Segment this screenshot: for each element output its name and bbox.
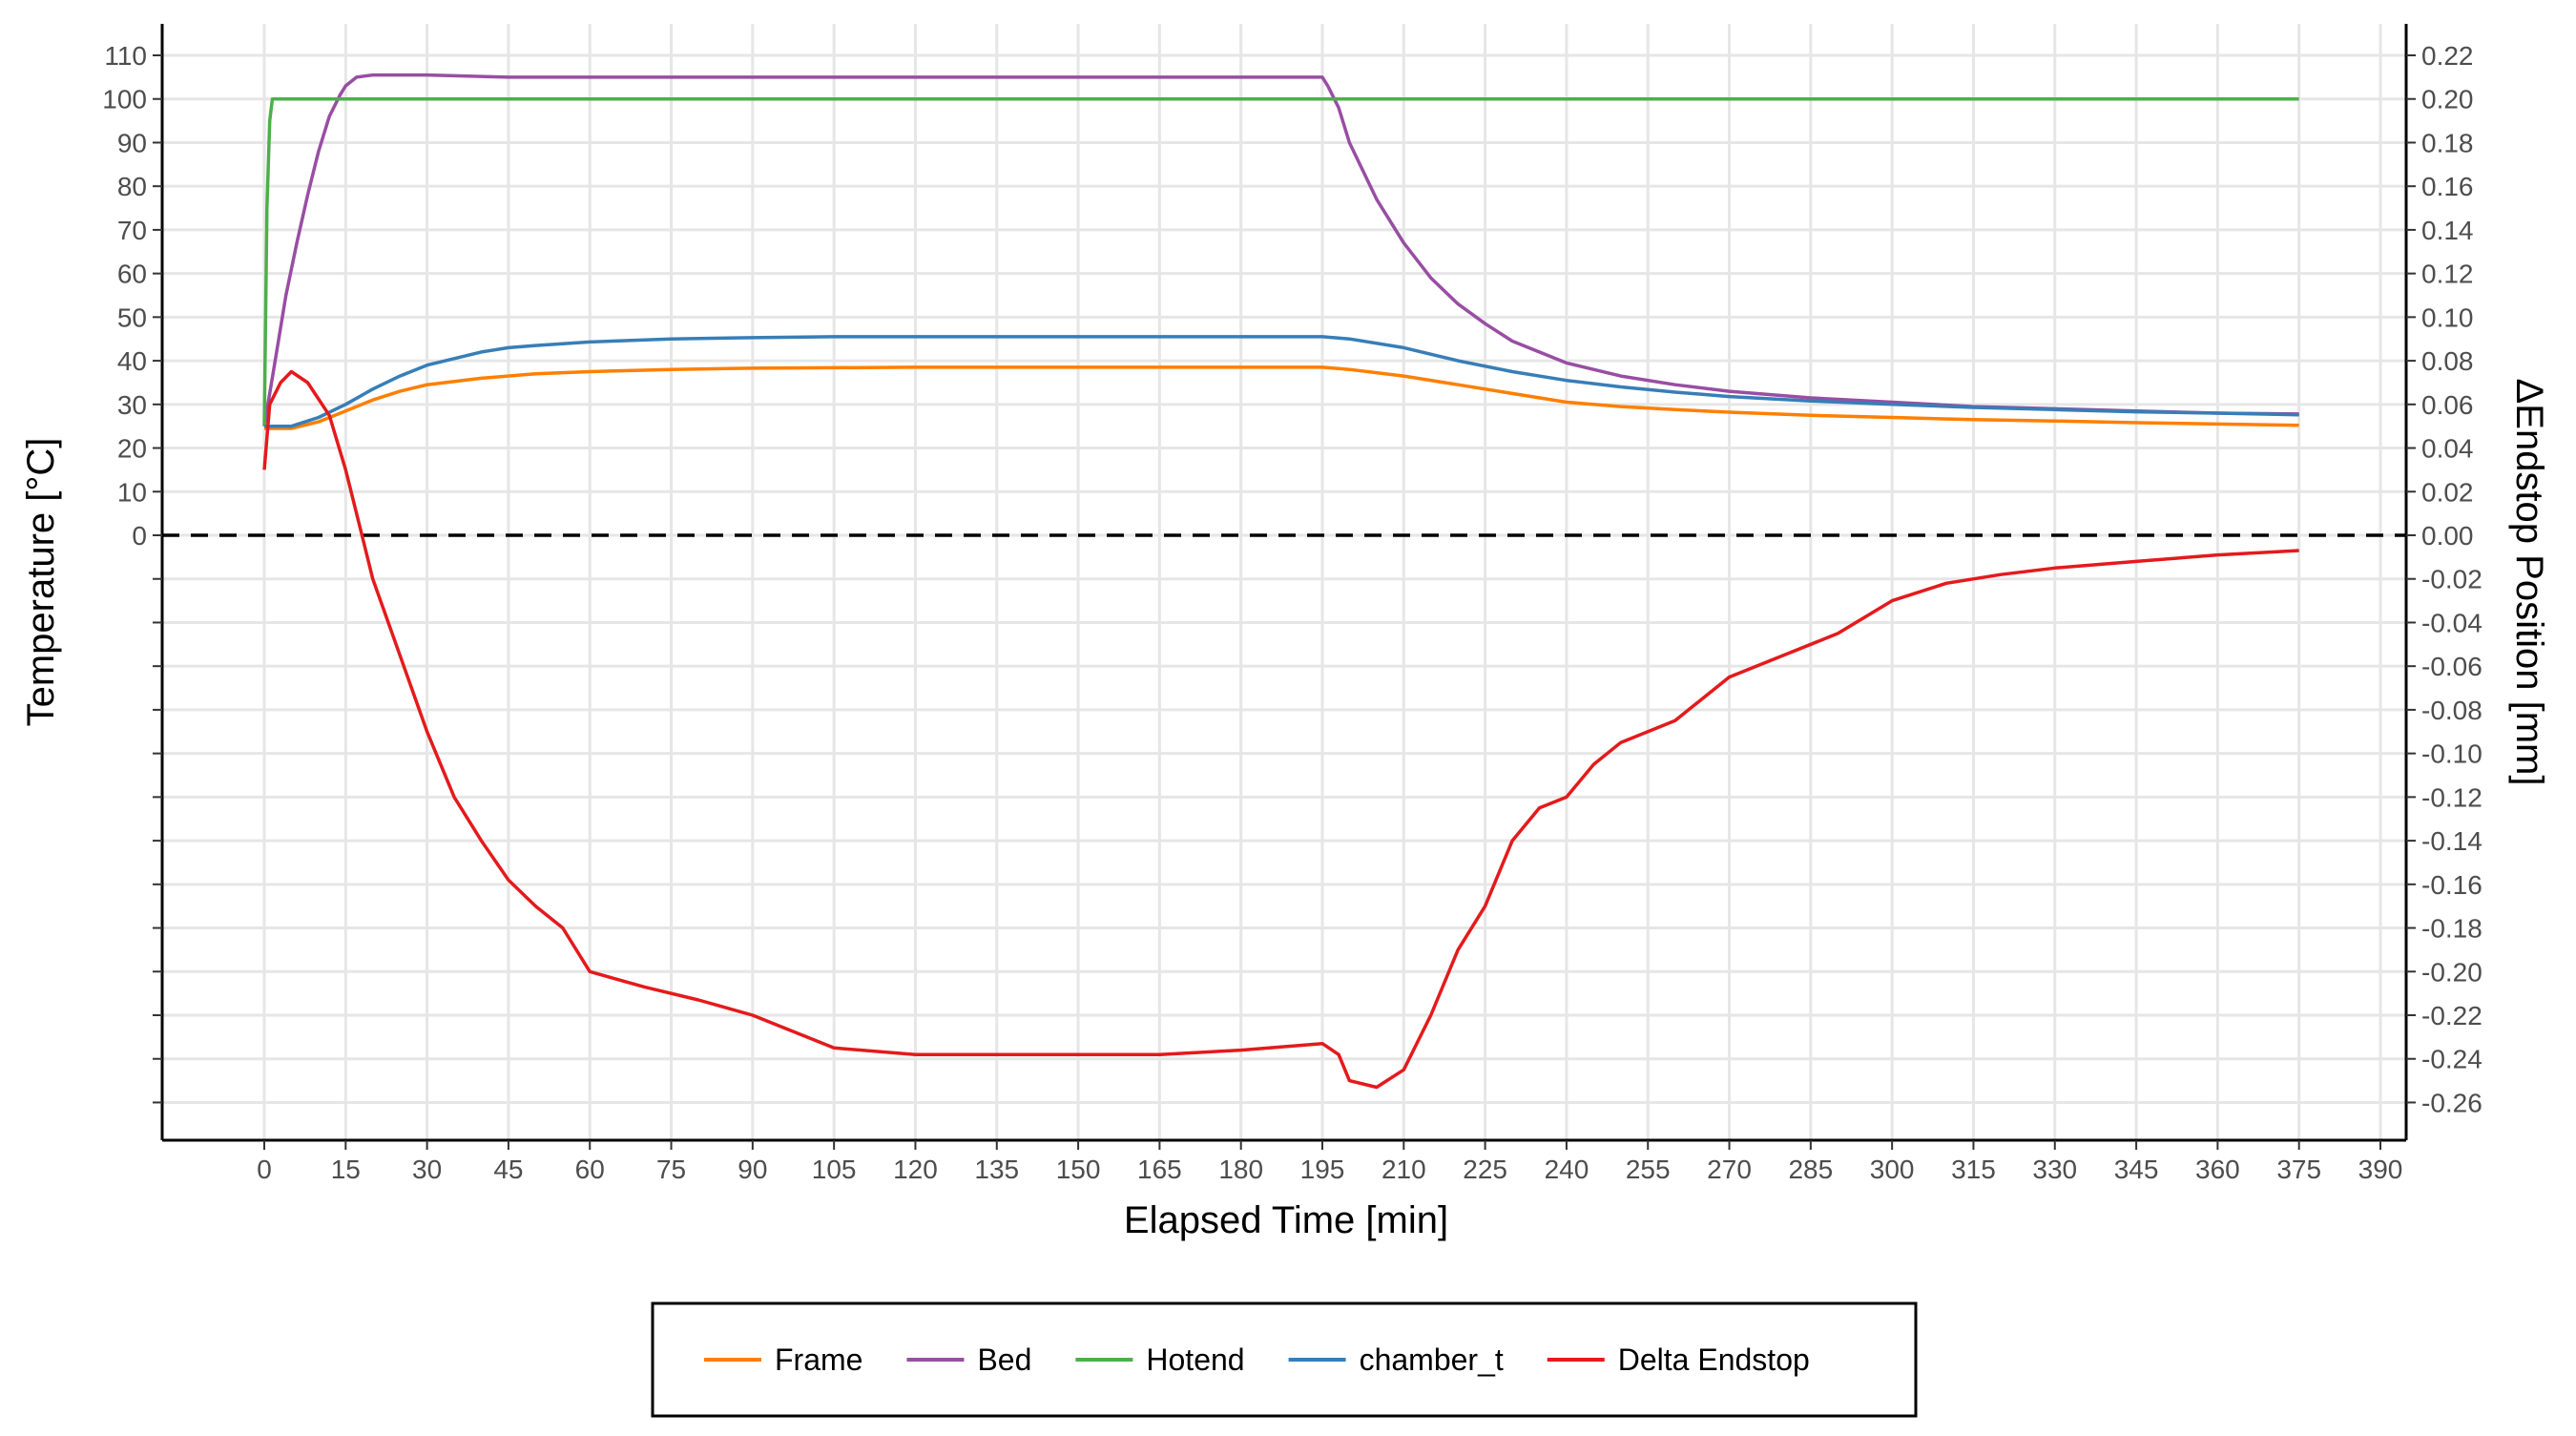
x-tick-label: 210 <box>1381 1155 1426 1184</box>
x-tick-label: 30 <box>412 1155 442 1184</box>
x-tick-label: 345 <box>2114 1155 2159 1184</box>
series-line-hotend <box>262 96 2299 427</box>
x-tick-label: 165 <box>1137 1155 1182 1184</box>
y-right-tick-label: -0.20 <box>2421 957 2483 987</box>
y-right-tick-label: 0.10 <box>2421 302 2474 332</box>
y-right-tick-label: 0.00 <box>2421 521 2474 551</box>
y-right-tick-label: -0.06 <box>2421 652 2483 681</box>
y-axis-right-title: ΔEndstop Position [mm] <box>2508 379 2550 786</box>
x-tick-label: 135 <box>974 1155 1019 1184</box>
y-right-tick-label: 0.22 <box>2421 41 2474 71</box>
y-left-tick-label: 10 <box>117 477 147 507</box>
grid-layer <box>162 24 2406 1140</box>
legend-box <box>651 1301 1918 1418</box>
x-tick-label: 315 <box>1951 1155 1996 1184</box>
series-line-chamber-t <box>264 335 2299 428</box>
x-tick-label: 90 <box>737 1155 767 1184</box>
x-tick-label: 300 <box>1870 1155 1915 1184</box>
x-tick-label: 15 <box>331 1155 361 1184</box>
y-right-tick-label: -0.22 <box>2421 1001 2483 1030</box>
y-right-tick-label: -0.26 <box>2421 1088 2483 1117</box>
y-left-tick-label: 80 <box>117 172 147 201</box>
axes-layer <box>160 24 2408 1142</box>
y-left-tick-label: 30 <box>117 390 147 420</box>
y-right-tick-label: 0.08 <box>2421 346 2474 376</box>
y-left-tick-label: 20 <box>117 434 147 464</box>
y-left-tick-label: 110 <box>104 41 147 71</box>
x-tick-label: 60 <box>575 1155 605 1184</box>
y-right-tick-label: -0.14 <box>2421 826 2483 856</box>
x-tick-label: 150 <box>1056 1155 1101 1184</box>
series-line-delta-endstop <box>262 369 2299 1090</box>
x-tick-label: 255 <box>1626 1155 1671 1184</box>
legend-label: Frame <box>775 1342 862 1377</box>
series-line-frame <box>264 365 2299 430</box>
x-tick-label: 75 <box>656 1155 686 1184</box>
legend-label: Hotend <box>1146 1342 1244 1377</box>
y-left-tick-label: 60 <box>117 260 147 289</box>
y-right-tick-label: 0.18 <box>2421 128 2474 157</box>
y-axis-left-title: Temperature [°C] <box>20 438 62 727</box>
ticks-layer: 0 15 30 45 60 75 90 105 120 135 150 165 180 195 210 225… <box>102 41 2483 1184</box>
x-tick-label: 45 <box>493 1155 523 1184</box>
x-tick-label: 195 <box>1300 1155 1345 1184</box>
x-tick-label: 330 <box>2032 1155 2077 1184</box>
y-left-tick-label: 0 <box>132 521 147 551</box>
x-tick-label: 390 <box>2358 1155 2403 1184</box>
legend-label: Delta Endstop <box>1618 1342 1810 1377</box>
series-line-bed <box>262 73 2299 427</box>
legend-label: chamber_t <box>1360 1342 1504 1377</box>
x-tick-label: 360 <box>2195 1155 2240 1184</box>
legend: Frame Bed Hotend chamber_t Delta Endstop <box>651 1301 1918 1418</box>
series-layer <box>162 73 2406 1090</box>
y-right-tick-label: -0.18 <box>2421 914 2483 944</box>
y-left-tick-label: 40 <box>117 346 147 376</box>
x-tick-label: 285 <box>1788 1155 1833 1184</box>
y-left-tick-label: 70 <box>117 216 147 245</box>
x-tick-label: 120 <box>893 1155 938 1184</box>
y-right-tick-label: 0.20 <box>2421 85 2474 114</box>
x-axis-title: Elapsed Time [min] <box>1124 1199 1448 1241</box>
x-tick-label: 0 <box>257 1155 272 1184</box>
y-right-tick-label: -0.02 <box>2421 565 2483 594</box>
x-tick-label: 225 <box>1463 1155 1507 1184</box>
y-right-tick-label: -0.10 <box>2421 739 2483 769</box>
y-right-tick-label: -0.16 <box>2421 870 2483 900</box>
y-right-tick-label: 0.14 <box>2421 216 2474 245</box>
x-tick-label: 270 <box>1707 1155 1752 1184</box>
y-right-tick-label: 0.06 <box>2421 390 2474 420</box>
y-right-tick-label: -0.04 <box>2421 608 2483 637</box>
y-right-tick-label: -0.12 <box>2421 782 2483 812</box>
y-left-tick-label: 90 <box>117 128 147 157</box>
y-right-tick-label: 0.16 <box>2421 172 2474 201</box>
y-left-tick-label: 100 <box>102 85 147 114</box>
x-tick-label: 240 <box>1545 1155 1589 1184</box>
x-tick-label: 180 <box>1218 1155 1263 1184</box>
legend-label: Bed <box>977 1342 1031 1377</box>
x-tick-label: 375 <box>2276 1155 2321 1184</box>
x-tick-label: 105 <box>812 1155 857 1184</box>
y-right-tick-label: -0.24 <box>2421 1045 2483 1074</box>
y-left-tick-label: 50 <box>117 302 147 332</box>
y-right-tick-label: -0.08 <box>2421 696 2483 725</box>
y-right-tick-label: 0.04 <box>2421 434 2474 464</box>
y-right-tick-label: 0.02 <box>2421 477 2474 507</box>
y-right-tick-label: 0.12 <box>2421 260 2474 289</box>
